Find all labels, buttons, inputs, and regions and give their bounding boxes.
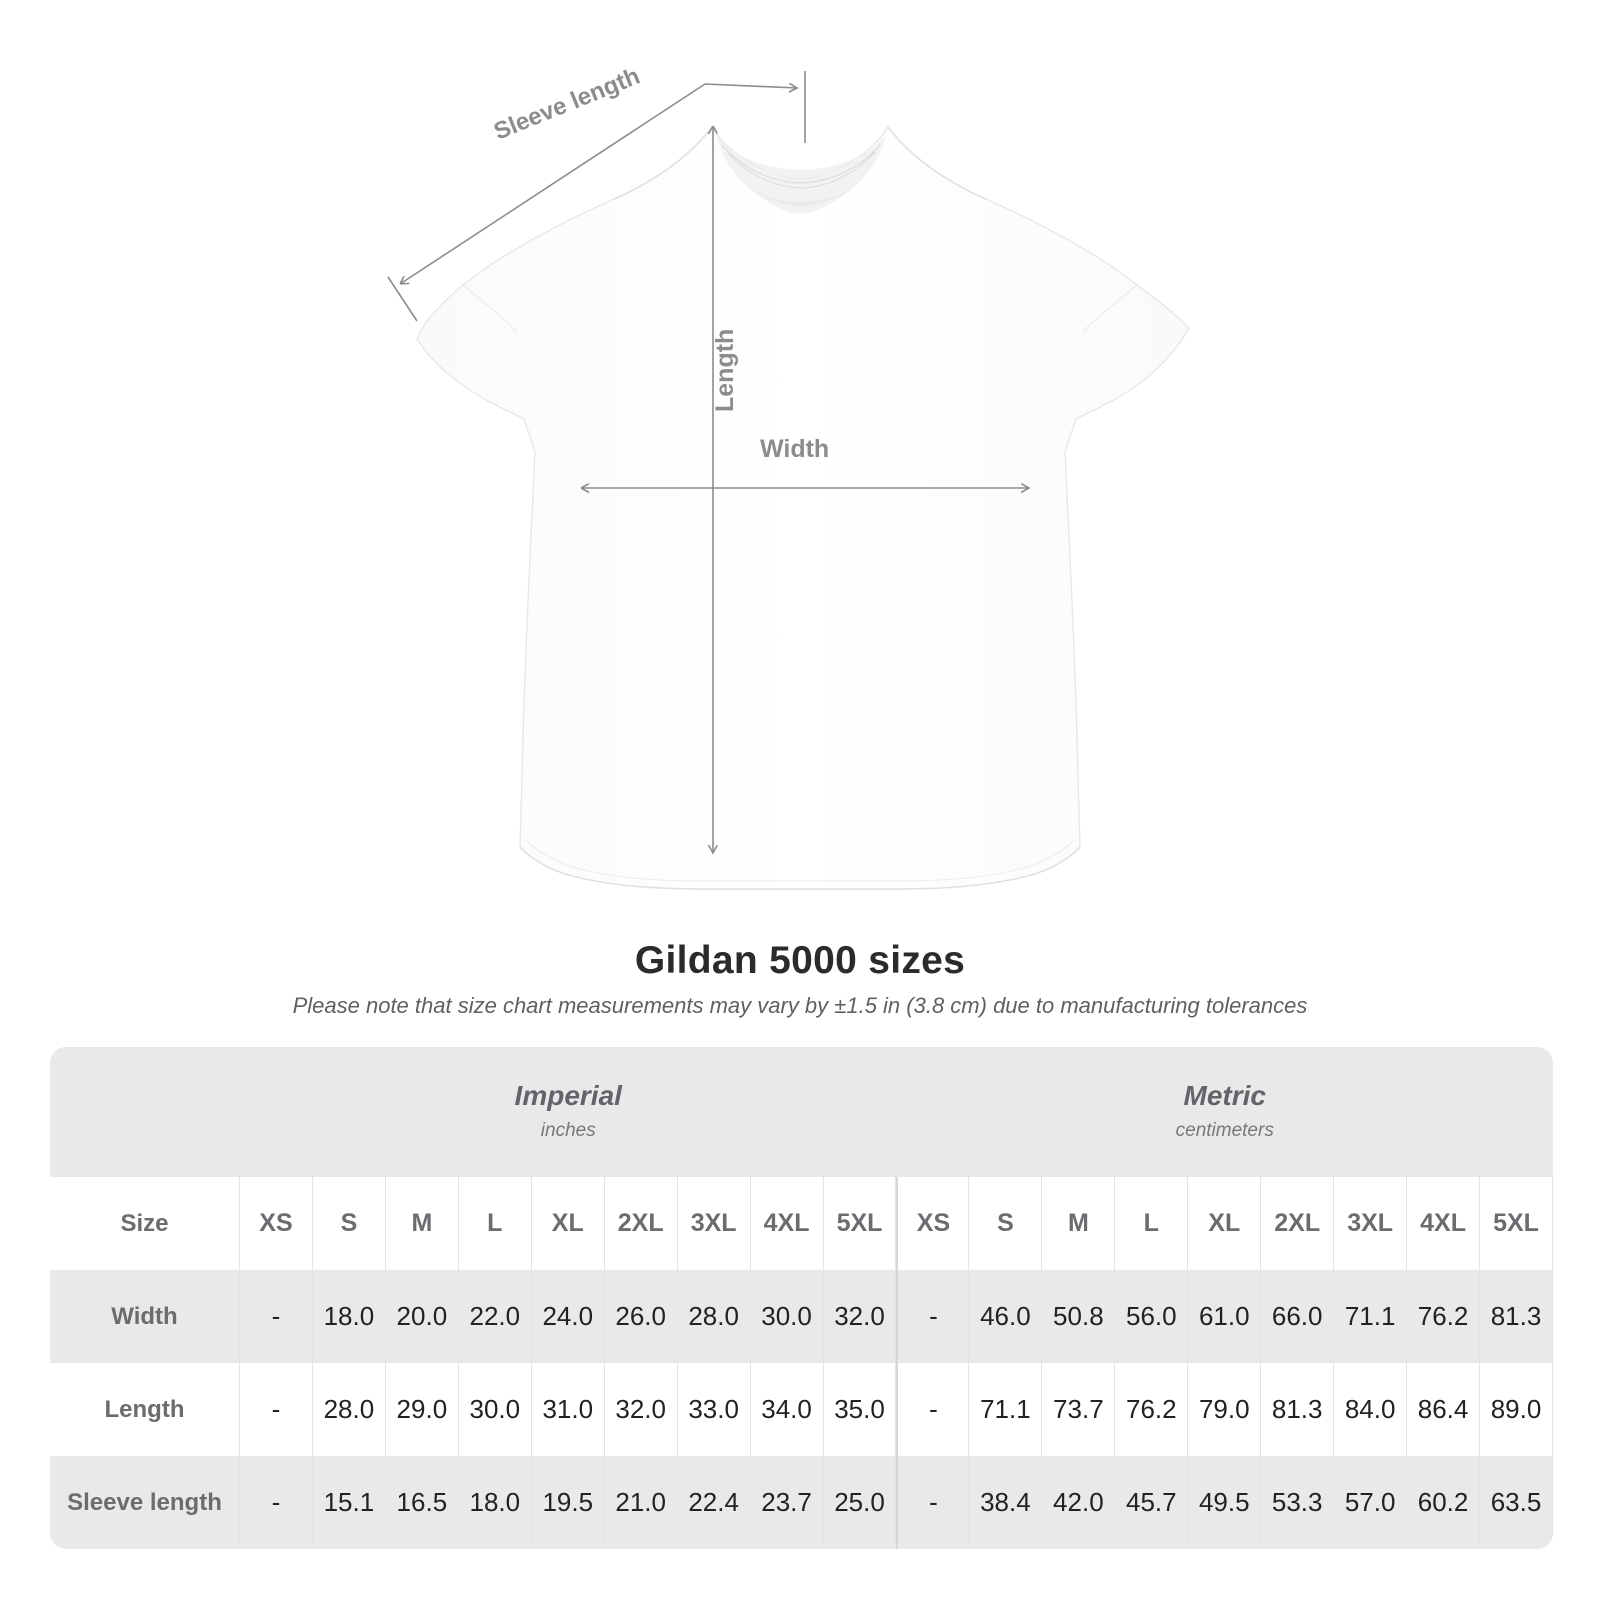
svg-text:Sleeve length: Sleeve length (490, 63, 644, 146)
svg-text:Width: Width (760, 435, 829, 463)
svg-text:Length: Length (711, 329, 739, 412)
